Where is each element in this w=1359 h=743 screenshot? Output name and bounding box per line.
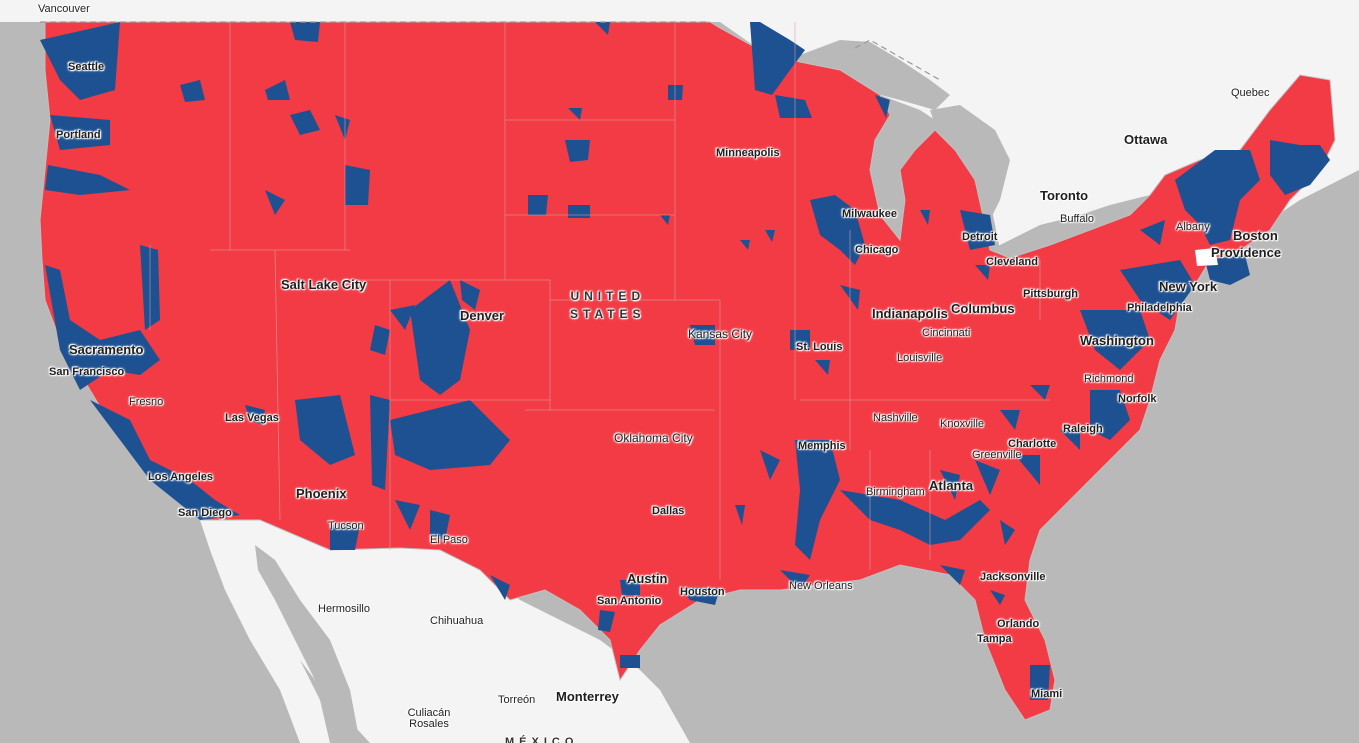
- city-label-hermosillo[interactable]: Hermosillo: [318, 603, 370, 615]
- gulf-of-california: [255, 545, 360, 743]
- city-label-cincinnati[interactable]: Cincinnati: [922, 327, 971, 339]
- city-label-culiacan[interactable]: Culiacán Rosales: [407, 707, 451, 730]
- city-label-seattle[interactable]: Seattle: [68, 61, 105, 73]
- city-label-oklahoma-city[interactable]: Oklahoma City: [614, 431, 693, 445]
- city-label-indianapolis[interactable]: Indianapolis: [872, 306, 948, 321]
- city-label-philadelphia[interactable]: Philadelphia: [1127, 302, 1192, 314]
- city-label-minneapolis[interactable]: Minneapolis: [716, 147, 780, 159]
- lake-huron: [930, 105, 1010, 230]
- city-label-tampa[interactable]: Tampa: [977, 633, 1012, 645]
- city-label-chihuahua[interactable]: Chihuahua: [430, 615, 484, 627]
- city-label-buffalo[interactable]: Buffalo: [1060, 213, 1095, 225]
- city-label-cleveland[interactable]: Cleveland: [986, 256, 1038, 268]
- city-label-dallas[interactable]: Dallas: [652, 505, 685, 517]
- city-label-raleigh[interactable]: Raleigh: [1063, 423, 1103, 435]
- city-label-greenville[interactable]: Greenville: [972, 449, 1022, 461]
- city-label-houston[interactable]: Houston: [680, 586, 725, 598]
- city-label-richmond[interactable]: Richmond: [1084, 373, 1134, 385]
- city-label-san-diego[interactable]: San Diego: [178, 507, 232, 519]
- city-label-birmingham[interactable]: Birmingham: [866, 486, 925, 498]
- city-label-vancouver[interactable]: Vancouver: [38, 3, 90, 15]
- city-label-portland[interactable]: Portland: [56, 129, 101, 141]
- city-label-providence[interactable]: Providence: [1211, 245, 1282, 260]
- city-label-columbus[interactable]: Columbus: [951, 301, 1015, 316]
- city-label-chicago[interactable]: Chicago: [855, 244, 899, 256]
- city-label-los-angeles[interactable]: Los Angeles: [148, 471, 213, 483]
- city-label-el-paso[interactable]: El Paso: [430, 534, 468, 546]
- canada-land: [0, 0, 1359, 260]
- city-label-knoxville[interactable]: Knoxville: [940, 418, 985, 430]
- city-label-ottawa[interactable]: Ottawa: [1124, 132, 1168, 147]
- baja-california: [200, 520, 330, 743]
- city-label-orlando[interactable]: Orlando: [997, 618, 1040, 630]
- city-label-las-vegas[interactable]: Las Vegas: [225, 412, 279, 424]
- state-borders: [149, 22, 1050, 580]
- city-label-milwaukee[interactable]: Milwaukee: [842, 208, 898, 220]
- city-label-washington[interactable]: Washington: [1080, 333, 1154, 348]
- rhode-island: [1195, 248, 1218, 266]
- city-label-san-antonio[interactable]: San Antonio: [597, 595, 662, 607]
- city-label-quebec[interactable]: Quebec: [1231, 87, 1270, 99]
- canada-border: [40, 21, 941, 81]
- city-label-pittsburgh[interactable]: Pittsburgh: [1023, 288, 1078, 300]
- lake-erie-ontario: [990, 195, 1160, 258]
- city-label-charlotte[interactable]: Charlotte: [1008, 438, 1057, 450]
- city-label-atlanta[interactable]: Atlanta: [929, 478, 974, 493]
- city-label-new-york[interactable]: New York: [1159, 279, 1218, 294]
- city-label-austin[interactable]: Austin: [627, 571, 668, 586]
- city-label-tucson[interactable]: Tucson: [328, 520, 364, 532]
- city-label-monterrey[interactable]: Monterrey: [556, 689, 619, 704]
- city-label-phoenix[interactable]: Phoenix: [296, 486, 347, 501]
- country-label-line1: UNITED: [570, 289, 646, 303]
- city-label-salt-lake-city[interactable]: Salt Lake City: [281, 277, 367, 292]
- city-label-memphis[interactable]: Memphis: [798, 440, 846, 452]
- city-label-fresno[interactable]: Fresno: [129, 396, 164, 408]
- city-label-boston[interactable]: Boston: [1233, 228, 1278, 243]
- city-label-denver[interactable]: Denver: [460, 308, 505, 323]
- city-label-st-louis[interactable]: St. Louis: [796, 341, 843, 353]
- city-label-norfolk[interactable]: Norfolk: [1118, 393, 1157, 405]
- city-label-albany[interactable]: Albany: [1176, 221, 1210, 233]
- city-label-nashville[interactable]: Nashville: [873, 412, 918, 424]
- city-label-torreon[interactable]: Torreón: [498, 694, 536, 706]
- city-label-san-francisco[interactable]: San Francisco: [49, 366, 125, 378]
- city-label-toronto[interactable]: Toronto: [1040, 188, 1089, 203]
- city-label-kansas-city[interactable]: Kansas City: [688, 327, 753, 341]
- city-label-new-orleans[interactable]: New Orleans: [789, 580, 853, 592]
- country-label-mexico: MÉXICO: [505, 736, 579, 743]
- city-label-miami[interactable]: Miami: [1031, 688, 1063, 700]
- city-label-jacksonville[interactable]: Jacksonville: [980, 571, 1046, 583]
- city-label-sacramento[interactable]: Sacramento: [69, 342, 144, 357]
- city-label-detroit[interactable]: Detroit: [962, 231, 998, 243]
- city-label-louisville[interactable]: Louisville: [897, 352, 943, 364]
- country-label-line2: STATES: [570, 307, 646, 321]
- country-label-us: UNITED STATES: [570, 287, 646, 323]
- lake-superior: [770, 40, 950, 110]
